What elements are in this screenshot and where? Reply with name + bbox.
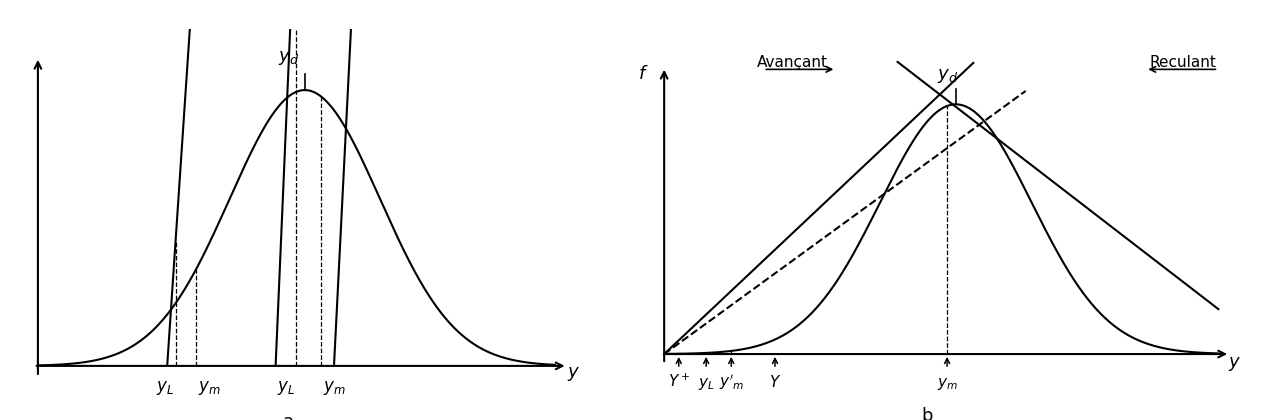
Text: $y$: $y$ xyxy=(1228,354,1241,373)
Text: $Y$: $Y$ xyxy=(768,373,781,389)
Text: $y_m$: $y_m$ xyxy=(323,379,345,397)
Text: b: b xyxy=(921,407,932,420)
Text: $y_d$: $y_d$ xyxy=(936,67,958,85)
Text: $y_L$: $y_L$ xyxy=(156,379,174,397)
Text: $y$: $y$ xyxy=(566,365,580,383)
Text: $y_L$: $y_L$ xyxy=(277,379,295,397)
Text: $y_m$: $y_m$ xyxy=(936,375,958,391)
Text: a: a xyxy=(282,412,293,420)
Text: $f$: $f$ xyxy=(639,66,649,83)
Text: $y'_m$: $y'_m$ xyxy=(719,372,744,391)
Text: Reculant: Reculant xyxy=(1149,55,1217,70)
Text: $y_d$: $y_d$ xyxy=(278,49,298,67)
Text: $Y^+$: $Y^+$ xyxy=(668,372,690,389)
Text: $y_L$: $y_L$ xyxy=(697,375,715,391)
Text: Avançant: Avançant xyxy=(757,55,828,70)
Text: $y_m$: $y_m$ xyxy=(198,379,221,397)
